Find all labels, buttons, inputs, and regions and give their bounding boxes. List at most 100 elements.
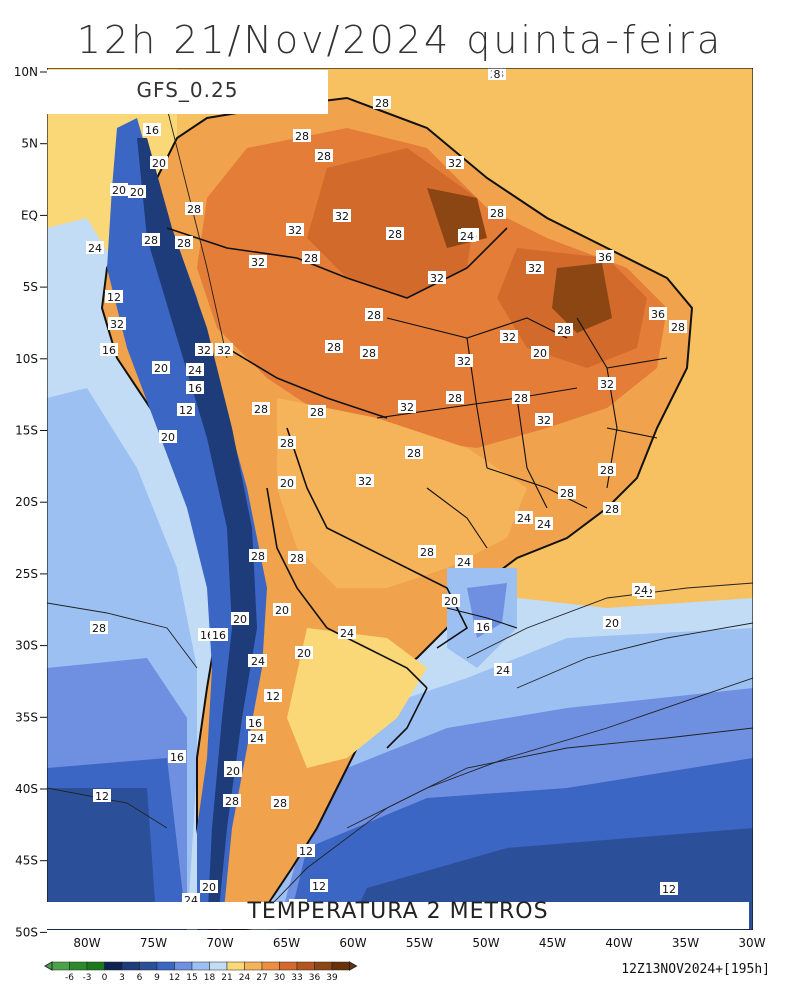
contour-label: 28 bbox=[185, 202, 203, 216]
lon-tick-label: 40W bbox=[605, 936, 632, 950]
contour-label: 24 bbox=[248, 731, 266, 745]
contour-label: 12 bbox=[177, 403, 195, 417]
svg-text:16: 16 bbox=[476, 621, 490, 634]
svg-text:32: 32 bbox=[537, 414, 551, 427]
lon-tick-label: 30W bbox=[738, 936, 765, 950]
colorbar-swatch bbox=[121, 961, 140, 971]
contour-label: 32 bbox=[500, 330, 518, 344]
contour-label: 28 bbox=[386, 227, 404, 241]
svg-text:32: 32 bbox=[335, 210, 349, 223]
contour-label: 20 bbox=[200, 880, 218, 894]
svg-text:24: 24 bbox=[517, 512, 531, 525]
lon-tick-label: 65W bbox=[273, 936, 300, 950]
contour-label: 24 bbox=[249, 654, 267, 668]
colorbar-tick-label: 3 bbox=[119, 973, 125, 982]
colorbar-tick-label: -6 bbox=[65, 973, 74, 982]
svg-text:28: 28 bbox=[290, 552, 304, 565]
contour-label: 24 bbox=[535, 517, 553, 531]
contour-label: 28 bbox=[405, 446, 423, 460]
svg-text:12: 12 bbox=[662, 883, 676, 896]
svg-text:32: 32 bbox=[457, 355, 471, 368]
contour-label: 8 bbox=[491, 68, 503, 81]
svg-text:28: 28 bbox=[295, 130, 309, 143]
contour-label: 16 bbox=[143, 123, 161, 137]
svg-text:20: 20 bbox=[275, 604, 289, 617]
contour-label: 28 bbox=[558, 486, 576, 500]
colorbar-swatch bbox=[331, 961, 350, 971]
svg-text:28: 28 bbox=[490, 207, 504, 220]
svg-text:28: 28 bbox=[254, 403, 268, 416]
colorbar-swatch bbox=[226, 961, 245, 971]
contour-label: 16 bbox=[210, 628, 228, 642]
contour-label: 32 bbox=[333, 209, 351, 223]
isotherm-lines bbox=[47, 107, 753, 930]
colorbar-tick-label: 15 bbox=[186, 973, 197, 982]
colorbar-swatch bbox=[139, 961, 158, 971]
contour-label: 20 bbox=[442, 594, 460, 608]
colorbar-swatch bbox=[156, 961, 175, 971]
svg-text:24: 24 bbox=[251, 655, 265, 668]
contour-label: 28 bbox=[302, 251, 320, 265]
colorbar-swatch bbox=[69, 961, 88, 971]
contour-label: 28 bbox=[278, 436, 296, 450]
svg-text:32: 32 bbox=[358, 475, 372, 488]
svg-text:12: 12 bbox=[107, 291, 121, 304]
contour-label: 28 bbox=[446, 391, 464, 405]
contour-label: 32 bbox=[249, 255, 267, 269]
colorbar-min-arrow bbox=[44, 961, 53, 971]
colorbar-tick-label: 30 bbox=[274, 973, 286, 982]
contour-label: 20 bbox=[295, 646, 313, 660]
svg-text:28: 28 bbox=[362, 347, 376, 360]
lat-tick-label: 25S bbox=[15, 567, 38, 581]
contour-labels: 28 16 28 28 20 28 32 20 20 28 32 28 32 28 24 28 28 36 28 24… bbox=[86, 68, 687, 913]
svg-text:32: 32 bbox=[502, 331, 516, 344]
svg-text:28: 28 bbox=[327, 341, 341, 354]
contour-label: 28 bbox=[175, 236, 193, 250]
svg-text:28: 28 bbox=[310, 406, 324, 419]
colorbar-swatch bbox=[296, 961, 315, 971]
svg-text:32: 32 bbox=[251, 256, 265, 269]
contour-label: 28 bbox=[603, 502, 621, 516]
map-area: 28 16 28 28 20 28 32 20 20 28 32 28 32 28 24 28 28 36 28 24… bbox=[47, 68, 753, 930]
contour-label: 12 bbox=[660, 882, 678, 896]
colorbar-tick-label: 24 bbox=[239, 973, 251, 982]
contour-label: 28 bbox=[271, 796, 289, 810]
contour-label: 24 bbox=[515, 511, 533, 525]
svg-text:24: 24 bbox=[496, 664, 510, 677]
svg-text:20: 20 bbox=[605, 617, 619, 630]
contour-label: 32 bbox=[428, 271, 446, 285]
colorbar-tick-label: 18 bbox=[204, 973, 216, 982]
svg-text:36: 36 bbox=[598, 251, 612, 264]
colorbar-legend: -6 -3 0 3 6 9 12 15 18 21 24 27 30 33 36 39 bbox=[44, 961, 358, 982]
svg-text:36: 36 bbox=[651, 308, 665, 321]
contour-label: 20 bbox=[159, 430, 177, 444]
svg-text:12: 12 bbox=[95, 790, 109, 803]
contour-label: 12 bbox=[93, 789, 111, 803]
svg-text:32: 32 bbox=[197, 344, 211, 357]
lon-tick-label: 50W bbox=[472, 936, 499, 950]
variable-name: TEMPERATURA 2 METROS bbox=[247, 899, 549, 924]
colorbar-tick-label: 0 bbox=[102, 973, 108, 982]
svg-text:24: 24 bbox=[537, 518, 551, 531]
lat-tick-label: 20S bbox=[15, 495, 38, 509]
contour-label: 20 bbox=[224, 764, 242, 778]
contour-label: 16 bbox=[246, 716, 264, 730]
svg-text:28: 28 bbox=[560, 487, 574, 500]
contour-label: 20 bbox=[231, 612, 249, 626]
svg-text:28: 28 bbox=[92, 622, 106, 635]
svg-text:20: 20 bbox=[152, 157, 166, 170]
colorbar-max-arrow bbox=[349, 961, 358, 971]
svg-text:24: 24 bbox=[457, 556, 471, 569]
colorbar-tick-label: 6 bbox=[137, 973, 143, 982]
contour-label: 24 bbox=[494, 663, 512, 677]
svg-text:20: 20 bbox=[161, 431, 175, 444]
svg-text:12: 12 bbox=[179, 404, 193, 417]
contour-label: 20 bbox=[152, 361, 170, 375]
svg-text:12: 12 bbox=[312, 880, 326, 893]
colorbar-tick-label: 21 bbox=[221, 973, 232, 982]
svg-text:20: 20 bbox=[533, 347, 547, 360]
contour-label: 20 bbox=[278, 476, 296, 490]
svg-text:8: 8 bbox=[494, 68, 501, 81]
svg-text:28: 28 bbox=[448, 392, 462, 405]
contour-label: 12 bbox=[297, 844, 315, 858]
